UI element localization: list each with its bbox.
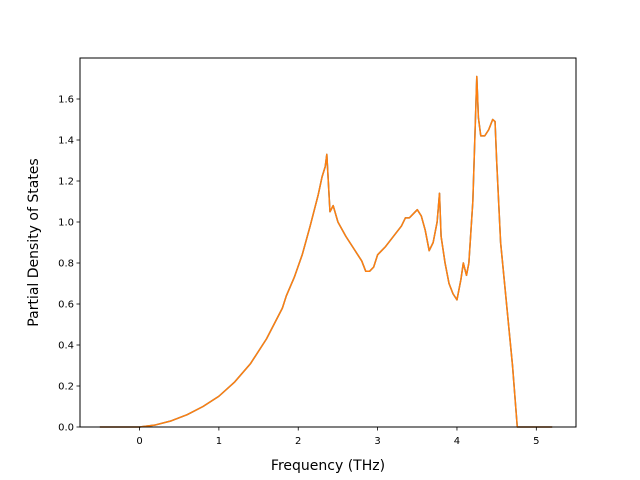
axes-frame	[79, 57, 577, 428]
y-tick-label: 0.6	[58, 300, 74, 311]
series-line-2	[99, 75, 553, 428]
y-tick-label: 0.8	[58, 259, 74, 270]
y-tick-label: 1.4	[58, 136, 74, 147]
y-tick-label: 1.0	[58, 218, 74, 229]
x-tick-label: 0	[136, 436, 142, 447]
x-tick-label: 4	[454, 436, 460, 447]
plot-area	[80, 58, 576, 427]
x-tick-label: 1	[216, 436, 222, 447]
x-tick-label: 2	[295, 436, 301, 447]
series-layer	[99, 75, 553, 428]
x-axis-ticks: 0 1 2 3 4 5	[136, 427, 540, 447]
y-tick-label: 1.6	[58, 95, 74, 106]
y-tick-label: 0.0	[58, 423, 74, 434]
y-tick-label: 1.2	[58, 177, 74, 188]
y-axis-label: Partial Density of States	[26, 158, 42, 326]
x-tick-label: 3	[374, 436, 380, 447]
x-tick-label: 5	[533, 436, 539, 447]
y-tick-label: 0.4	[58, 341, 74, 352]
y-axis-ticks: 0.0 0.2 0.4 0.6 0.8 1.0 1.2 1.4 1.6	[58, 95, 80, 434]
y-tick-label: 0.2	[58, 382, 74, 393]
x-axis-label: Frequency (THz)	[271, 458, 385, 474]
